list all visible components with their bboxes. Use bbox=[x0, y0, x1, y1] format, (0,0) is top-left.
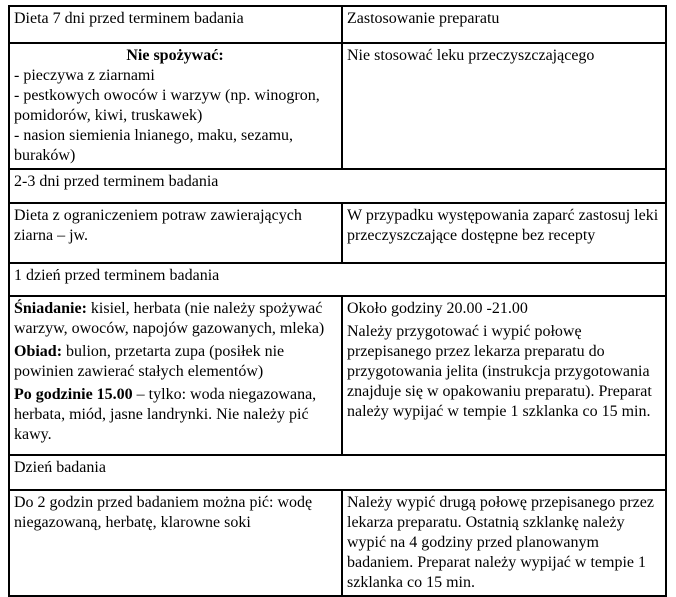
days-2-3-diet-text: Dieta z ograniczeniem potraw zawierający… bbox=[14, 207, 302, 244]
week-before-row: Nie spożywać: - pieczywa z ziarnami - pe… bbox=[8, 42, 667, 170]
section-title-exam-day: Dzień badania bbox=[8, 454, 667, 491]
meal-dinner-label: Obiad: bbox=[14, 343, 63, 360]
week-before-diet-cell: Nie spożywać: - pieczywa z ziarnami - pe… bbox=[8, 42, 343, 170]
meal-after-15-text: – tylko: woda niegazowana, herbata, miód… bbox=[14, 386, 317, 443]
do-not-consume-title: Nie spożywać: bbox=[126, 47, 224, 64]
exam-day-preparation-text: Należy wypić drugą połowę przepisanego p… bbox=[347, 494, 654, 591]
diet-preparation-table: Dieta 7 dni przed terminem badania Zasto… bbox=[8, 5, 667, 597]
column-header-preparation: Zastosowanie preparatu bbox=[341, 5, 667, 44]
meal-dinner: Obiad: bulion, przetarta zupa (posiłek n… bbox=[14, 342, 336, 382]
forbidden-item-seeds: - nasion siemienia lnianego, maku, sezam… bbox=[14, 127, 294, 164]
exam-day-row: Do 2 godzin przed badaniem można pić: wo… bbox=[8, 489, 667, 597]
days-2-3-preparation-cell: W przypadku występowania zaparć zastosuj… bbox=[341, 202, 667, 264]
meal-dinner-text: bulion, przetarta zupa (posiłek nie powi… bbox=[14, 343, 285, 380]
day-1-preparation-time: Około godziny 20.00 -21.00 bbox=[347, 300, 528, 317]
exam-day-diet-text: Do 2 godzin przed badaniem można pić: wo… bbox=[14, 494, 313, 531]
section-row-2-3-days: 2-3 dni przed terminem badania bbox=[8, 168, 667, 204]
forbidden-item-bread: - pieczywa z ziarnami bbox=[14, 67, 155, 84]
day-1-row: Śniadanie: kisiel, herbata (nie należy s… bbox=[8, 295, 667, 456]
section-title-1-day: 1 dzień przed terminem badania bbox=[8, 262, 667, 297]
days-2-3-diet-cell: Dieta z ograniczeniem potraw zawierający… bbox=[8, 202, 343, 264]
day-1-preparation-text: Należy przygotować i wypić połowę przepi… bbox=[347, 323, 652, 420]
meal-after-15: Po godzinie 15.00 – tylko: woda niegazow… bbox=[14, 385, 336, 445]
week-before-preparation-cell: Nie stosować leku przeczyszczającego bbox=[341, 42, 667, 170]
forbidden-item-fruits: - pestkowych owoców i warzyw (np. winogr… bbox=[14, 87, 320, 124]
meal-breakfast-label: Śniadanie: bbox=[14, 300, 87, 317]
day-1-diet-cell: Śniadanie: kisiel, herbata (nie należy s… bbox=[8, 295, 343, 456]
days-2-3-preparation-text: W przypadku występowania zaparć zastosuj… bbox=[347, 207, 659, 244]
column-header-diet: Dieta 7 dni przed terminem badania bbox=[8, 5, 343, 44]
meal-breakfast: Śniadanie: kisiel, herbata (nie należy s… bbox=[14, 299, 336, 339]
section-row-exam-day: Dzień badania bbox=[8, 454, 667, 491]
section-title-2-3-days: 2-3 dni przed terminem badania bbox=[8, 168, 667, 204]
meal-breakfast-text: kisiel, herbata (nie należy spożywać war… bbox=[14, 300, 325, 337]
meal-after-15-label: Po godzinie 15.00 bbox=[14, 386, 133, 403]
section-row-1-day: 1 dzień przed terminem badania bbox=[8, 262, 667, 297]
exam-day-diet-cell: Do 2 godzin przed badaniem można pić: wo… bbox=[8, 489, 343, 597]
days-2-3-row: Dieta z ograniczeniem potraw zawierający… bbox=[8, 202, 667, 264]
week-before-preparation-text: Nie stosować leku przeczyszczającego bbox=[347, 47, 595, 64]
exam-day-preparation-cell: Należy wypić drugą połowę przepisanego p… bbox=[341, 489, 667, 597]
table-header-row: Dieta 7 dni przed terminem badania Zasto… bbox=[8, 5, 667, 44]
day-1-preparation-cell: Około godziny 20.00 -21.00 Należy przygo… bbox=[341, 295, 667, 456]
